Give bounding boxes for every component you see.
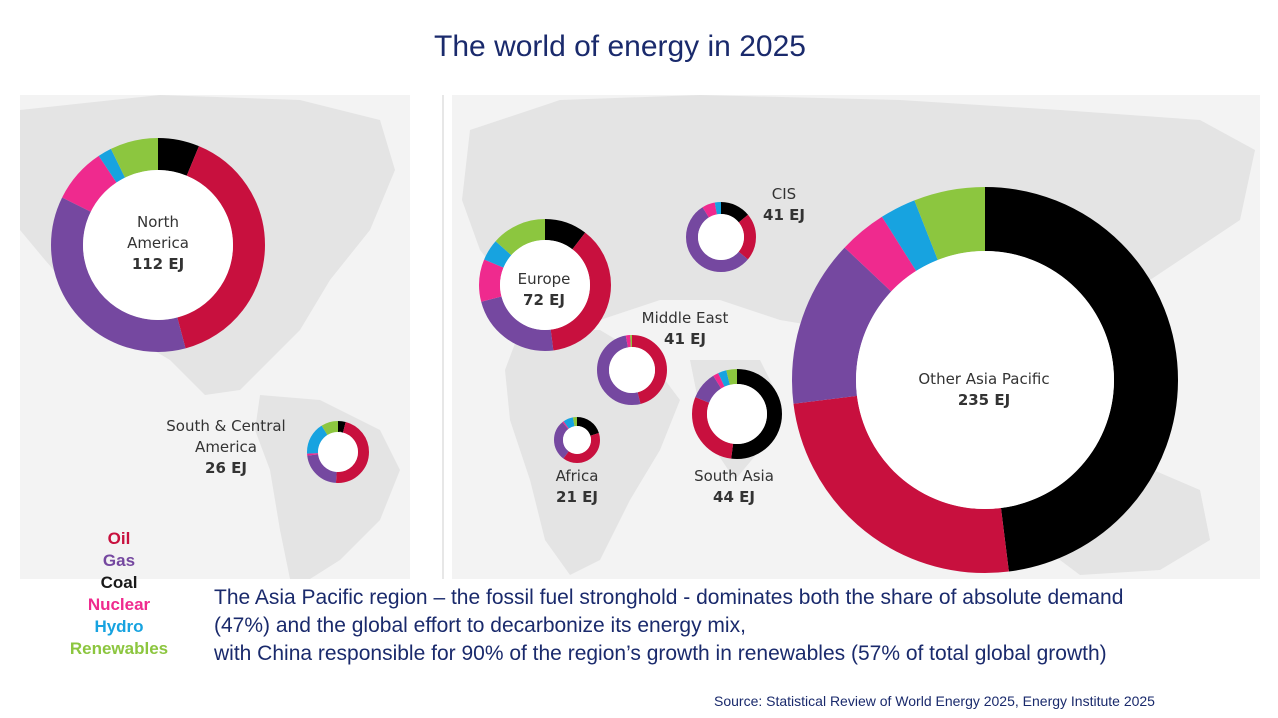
donut-hole-south-asia (707, 384, 767, 444)
slice-cis-hydro (686, 202, 756, 272)
donut-cis (686, 202, 756, 272)
slice-africa-oil (554, 417, 600, 463)
slice-south-asia-oil (692, 369, 782, 459)
key-message: The Asia Pacific region – the fossil fue… (214, 584, 1274, 668)
label-cis: CIS 41 EJ (763, 185, 805, 224)
value-europe: 72 EJ (523, 291, 565, 309)
donut-europe (479, 219, 611, 351)
key-message-line-1: The Asia Pacific region – the fossil fue… (214, 586, 1124, 609)
slice-europe-nuclear (479, 219, 611, 351)
value-middle-east: 41 EJ (664, 330, 706, 348)
donut-africa (554, 417, 600, 463)
slice-south-central-america-oil (307, 421, 369, 483)
donut-north-america (51, 138, 265, 352)
donut-hole-north-america (83, 170, 233, 320)
donut-south-central-america (307, 421, 369, 483)
slice-europe-gas (479, 219, 611, 351)
label-africa: Africa 21 EJ (555, 467, 599, 506)
legend-item-hydro: Hydro (94, 617, 144, 636)
value-north-america: 112 EJ (131, 255, 185, 273)
slice-middle-east-gas (597, 335, 667, 405)
legend-item-oil: Oil (107, 529, 131, 548)
label-middle-east: Middle East 41 EJ (641, 309, 729, 348)
value-south-asia: 44 EJ (713, 488, 755, 506)
donut-hole-middle-east (609, 347, 655, 393)
slice-other-asia-pacific-oil (792, 187, 1178, 573)
value-south-central-america: 26 EJ (205, 459, 247, 477)
donut-other-asia-pacific (792, 187, 1178, 573)
value-cis: 41 EJ (763, 206, 805, 224)
label-south-central-america: South & Central America 26 EJ (166, 417, 286, 477)
slice-south-central-america-renewables (307, 421, 369, 483)
slice-africa-renewables (554, 417, 600, 463)
donut-hole-cis (698, 214, 744, 260)
legend-item-gas: Gas (102, 551, 136, 570)
label-europe: Europe 72 EJ (517, 270, 571, 309)
chart-title: The world of energy in 2025 (434, 30, 806, 63)
slice-cis-oil (686, 202, 756, 272)
label-other-asia-pacific: Other Asia Pacific 235 EJ (918, 370, 1050, 409)
key-message-line-3: with China responsible for 90% of the re… (214, 642, 1107, 665)
legend-item-coal: Coal (100, 573, 138, 592)
slice-europe-oil (479, 219, 611, 351)
source-note: Source: Statistical Review of World Ener… (714, 693, 1155, 709)
donut-middle-east (597, 335, 667, 405)
slice-middle-east-renewables (597, 335, 667, 405)
key-message-line-2: (47%) and the global effort to decarboni… (214, 614, 746, 637)
label-north-america: North America 112 EJ (127, 213, 189, 273)
slice-north-america-renewables (51, 138, 265, 352)
donut-south-asia (692, 369, 782, 459)
slice-cis-gas (686, 202, 756, 272)
value-africa: 21 EJ (556, 488, 598, 506)
donut-hole-south-central-america (318, 432, 358, 472)
slice-africa-gas (554, 417, 600, 463)
slice-north-america-oil (51, 138, 265, 352)
slice-other-asia-pacific-renewables (792, 187, 1178, 573)
donut-charts (51, 138, 1178, 573)
slice-south-asia-renewables (692, 369, 782, 459)
slice-other-asia-pacific-gas (792, 187, 1178, 573)
slice-south-central-america-hydro (307, 421, 369, 483)
donut-hole-africa (563, 426, 591, 454)
label-south-asia: South Asia 44 EJ (694, 467, 774, 506)
donut-hole-other-asia-pacific (856, 251, 1114, 509)
legend-item-renewables: Renewables (69, 639, 169, 658)
slice-north-america-gas (51, 138, 265, 352)
slice-europe-renewables (479, 219, 611, 351)
legend: Oil Gas Coal Nuclear Hydro Renewables (55, 528, 183, 660)
value-other-asia-pacific: 235 EJ (957, 391, 1011, 409)
legend-item-nuclear: Nuclear (87, 595, 151, 614)
donut-hole-europe (500, 240, 590, 330)
